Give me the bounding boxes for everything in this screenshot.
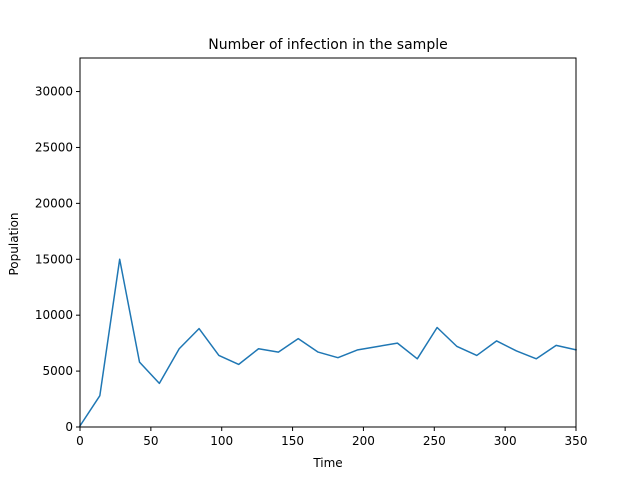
y-tick-label: 0 bbox=[65, 420, 73, 434]
y-tick-label: 25000 bbox=[35, 140, 73, 154]
series-line bbox=[78, 258, 577, 427]
x-tick-label: 50 bbox=[143, 434, 158, 448]
x-tick-label: 150 bbox=[281, 434, 304, 448]
x-tick-label: 350 bbox=[565, 434, 588, 448]
y-tick-label: 15000 bbox=[35, 252, 73, 266]
x-tick-label: 250 bbox=[423, 434, 446, 448]
plot-area bbox=[78, 57, 577, 428]
chart-title: Number of infection in the sample bbox=[208, 37, 447, 53]
x-axis: 0 50 100 150 200 250 300 350 bbox=[76, 427, 587, 448]
plot-frame bbox=[79, 57, 577, 428]
x-tick-label: 0 bbox=[76, 434, 84, 448]
x-tick-label: 300 bbox=[494, 434, 517, 448]
y-axis-label: Population bbox=[7, 212, 21, 275]
x-tick-label: 200 bbox=[352, 434, 375, 448]
y-tick-label: 30000 bbox=[35, 85, 73, 99]
y-tick-label: 5000 bbox=[42, 364, 73, 378]
x-axis-label: Time bbox=[312, 456, 342, 470]
y-tick-label: 20000 bbox=[35, 196, 73, 210]
y-tick-label: 10000 bbox=[35, 308, 73, 322]
y-axis: 0 5000 10000 15000 20000 25000 30000 bbox=[35, 85, 80, 434]
x-tick-label: 100 bbox=[210, 434, 233, 448]
